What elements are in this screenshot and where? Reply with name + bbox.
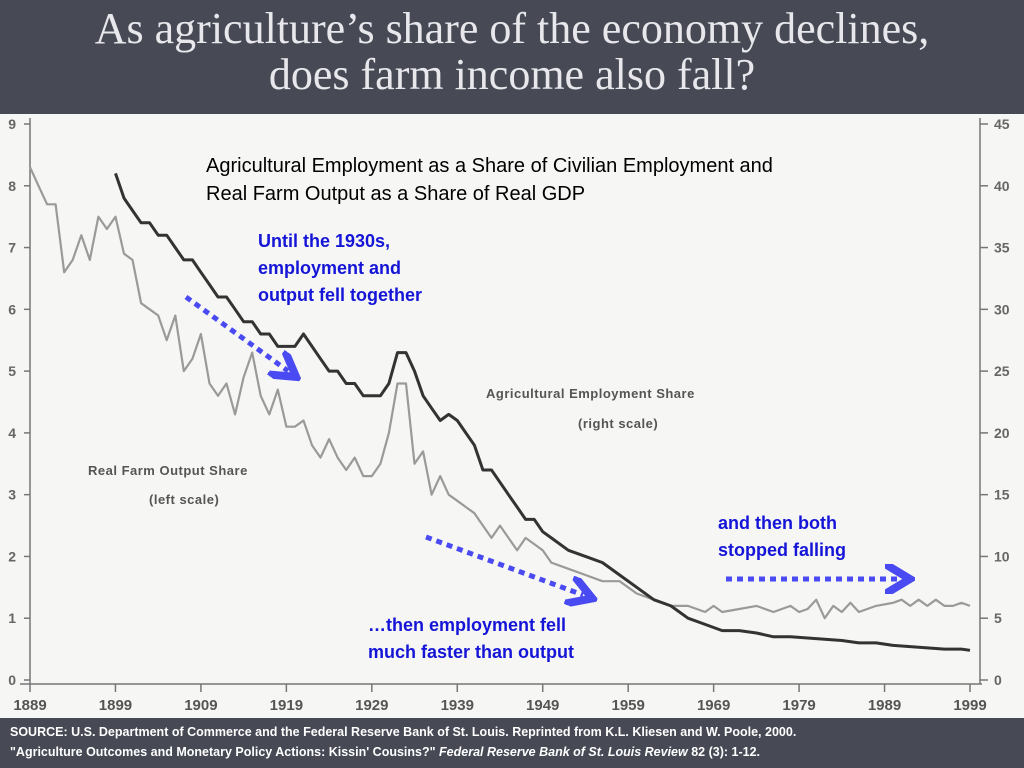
x-tick-label: 1909 [184, 697, 217, 714]
arrow-employment-faster [425, 534, 583, 595]
employment-series-scale-label: (right scale) [578, 416, 658, 431]
output-series-label: Real Farm Output Share [88, 463, 248, 478]
annotation-fell-together: Until the 1930s, employment and output f… [258, 228, 422, 309]
annotation-fell-together-line-1: Until the 1930s, [258, 231, 391, 251]
annotation-stopped-falling: and then both stopped falling [718, 510, 846, 564]
left-tick-label: 0 [8, 672, 16, 688]
right-tick-label: 30 [994, 301, 1010, 317]
x-tick-label: 1979 [782, 697, 815, 714]
right-tick-label: 15 [994, 487, 1010, 503]
output-share-line [28, 166, 971, 620]
left-tick-label: 6 [8, 301, 16, 317]
left-tick-label: 4 [8, 425, 16, 441]
right-tick-label: 0 [994, 672, 1002, 688]
left-tick-label: 3 [8, 487, 16, 503]
right-tick-label: 40 [994, 178, 1010, 194]
source-journal-name: Federal Reserve Bank of St. Louis Review [439, 745, 688, 759]
slide-header: As agriculture’s share of the economy de… [0, 0, 1024, 114]
source-article-title: "Agriculture Outcomes and Monetary Polic… [10, 745, 440, 759]
x-tick-label: 1949 [526, 697, 559, 714]
slide-title-line-1: As agriculture’s share of the economy de… [94, 4, 930, 53]
output-series-label-line-2: (left scale) [149, 492, 220, 507]
employment-series-label-line-2: (right scale) [578, 416, 659, 431]
left-tick-label: 9 [8, 116, 16, 132]
left-tick-label: 5 [8, 363, 16, 379]
chart-title-line-1: Agricultural Employment as a Share of Ci… [206, 155, 773, 177]
employment-series-label-line-1: Agricultural Employment Share [486, 386, 695, 401]
x-tick-label: 1939 [441, 697, 474, 714]
annotation-fell-together-line-2: employment and [258, 258, 402, 278]
chart-title-line-2: Real Farm Output as a Share of Real GDP [206, 183, 586, 205]
x-tick-label: 1989 [868, 697, 901, 714]
left-tick-label: 2 [8, 548, 16, 564]
source-line-2: "Agriculture Outcomes and Monetary Polic… [10, 743, 760, 762]
source-volume: 82 (3): 1-12. [687, 745, 760, 759]
right-tick-label: 20 [994, 425, 1010, 441]
x-tick-label: 1919 [270, 697, 303, 714]
source-footer: SOURCE: U.S. Department of Commerce and … [0, 718, 1024, 768]
right-tick-label: 45 [994, 116, 1010, 132]
output-series-scale-label: (left scale) [149, 492, 219, 507]
slide-title-line-2: does farm income also fall? [268, 50, 756, 99]
annotation-stopped-falling-line-1: and then both [718, 513, 837, 533]
output-series-label-line-1: Real Farm Output Share [88, 463, 248, 478]
annotation-fell-together-line-3: output fell together [258, 285, 422, 305]
chart-area: 0 1 2 3 4 5 6 7 8 9 0 5 10 15 20 25 30 35 40 45 1889 1899 1909… [0, 114, 1024, 718]
left-tick-label: 8 [8, 178, 16, 194]
x-tick-label: 1959 [611, 697, 644, 714]
left-tick-label: 7 [8, 240, 16, 256]
x-tick-label: 1889 [13, 697, 46, 714]
annotation-employment-faster: …then employment fell much faster than o… [368, 612, 574, 666]
right-tick-label: 10 [994, 548, 1010, 564]
annotation-employment-faster-line-1: …then employment fell [368, 615, 567, 635]
source-line-1: SOURCE: U.S. Department of Commerce and … [10, 725, 797, 739]
annotation-employment-faster-line-2: much faster than output [368, 642, 574, 662]
right-tick-label: 35 [994, 240, 1010, 256]
x-tick-label: 1969 [697, 697, 730, 714]
employment-share-line [114, 172, 971, 652]
x-tick-label: 1929 [355, 697, 388, 714]
x-tick-label: 1899 [99, 697, 132, 714]
x-tick-label: 1999 [953, 697, 986, 714]
slide-title: As agriculture’s share of the economy de… [0, 6, 1024, 98]
right-tick-label: 25 [994, 363, 1010, 379]
left-tick-label: 1 [8, 610, 16, 626]
annotation-stopped-falling-line-2: stopped falling [718, 540, 846, 560]
employment-series-label: Agricultural Employment Share [486, 386, 695, 401]
right-tick-label: 5 [994, 610, 1002, 626]
chart-title: Agricultural Employment as a Share of Ci… [206, 152, 773, 208]
